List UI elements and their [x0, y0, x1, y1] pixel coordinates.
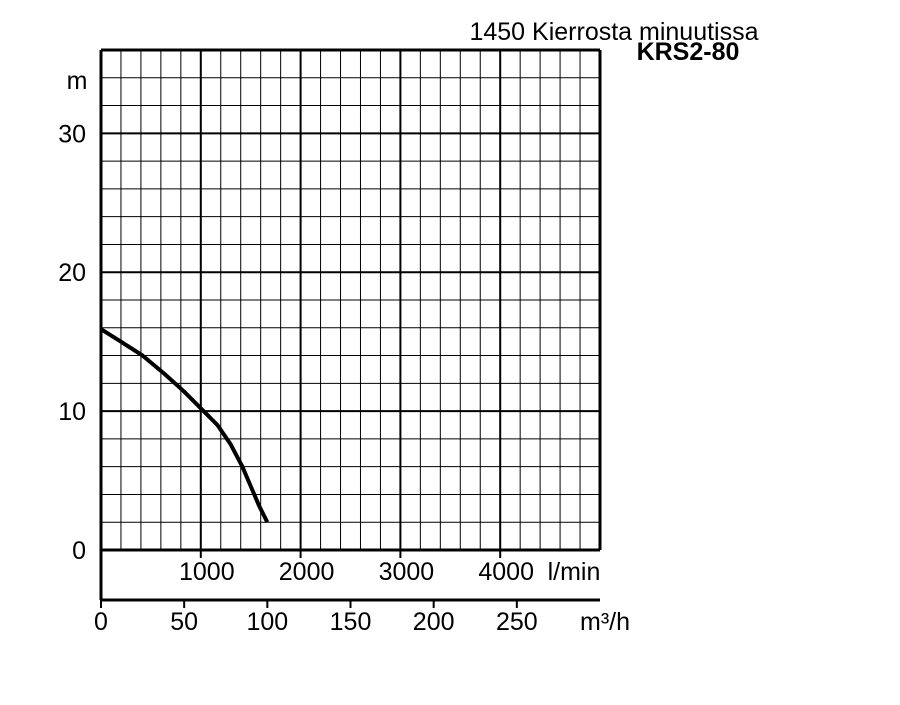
lpm-tick-label: 2000: [279, 558, 335, 586]
pump-curve-line: [99, 327, 270, 524]
m3h-tick-label: 0: [94, 608, 108, 636]
lpm-tick-label: 3000: [379, 558, 435, 586]
m3h-tick-label: 200: [413, 608, 455, 636]
axes: [99, 48, 602, 608]
lpm-tick-label: 1000: [179, 558, 235, 586]
y-tick-label: 0: [72, 537, 86, 565]
lpm-unit-label: l/min: [548, 558, 601, 586]
m3h-tick-label: 50: [170, 608, 198, 636]
m3h-tick-label: 100: [246, 608, 288, 636]
series-layer: [99, 327, 270, 524]
y-axis-label: m: [67, 67, 88, 95]
m3h-unit-label: m³/h: [580, 608, 630, 636]
lpm-tick-label: 4000: [478, 558, 534, 586]
tick-labels: 0 10 20 30 1000 2000 3000 4000 0 50 100 150 200 250: [58, 120, 538, 636]
m3h-tick-label: 250: [496, 608, 538, 636]
chart-title: 1450 Kierrosta minuutissa: [469, 18, 758, 46]
y-tick-label: 20: [58, 259, 86, 287]
grid-lines: [101, 50, 600, 550]
m3h-tick-label: 150: [330, 608, 372, 636]
chart-subtitle: KRS2-80: [637, 38, 740, 66]
y-tick-label: 10: [58, 398, 86, 426]
y-tick-label: 30: [58, 120, 86, 148]
